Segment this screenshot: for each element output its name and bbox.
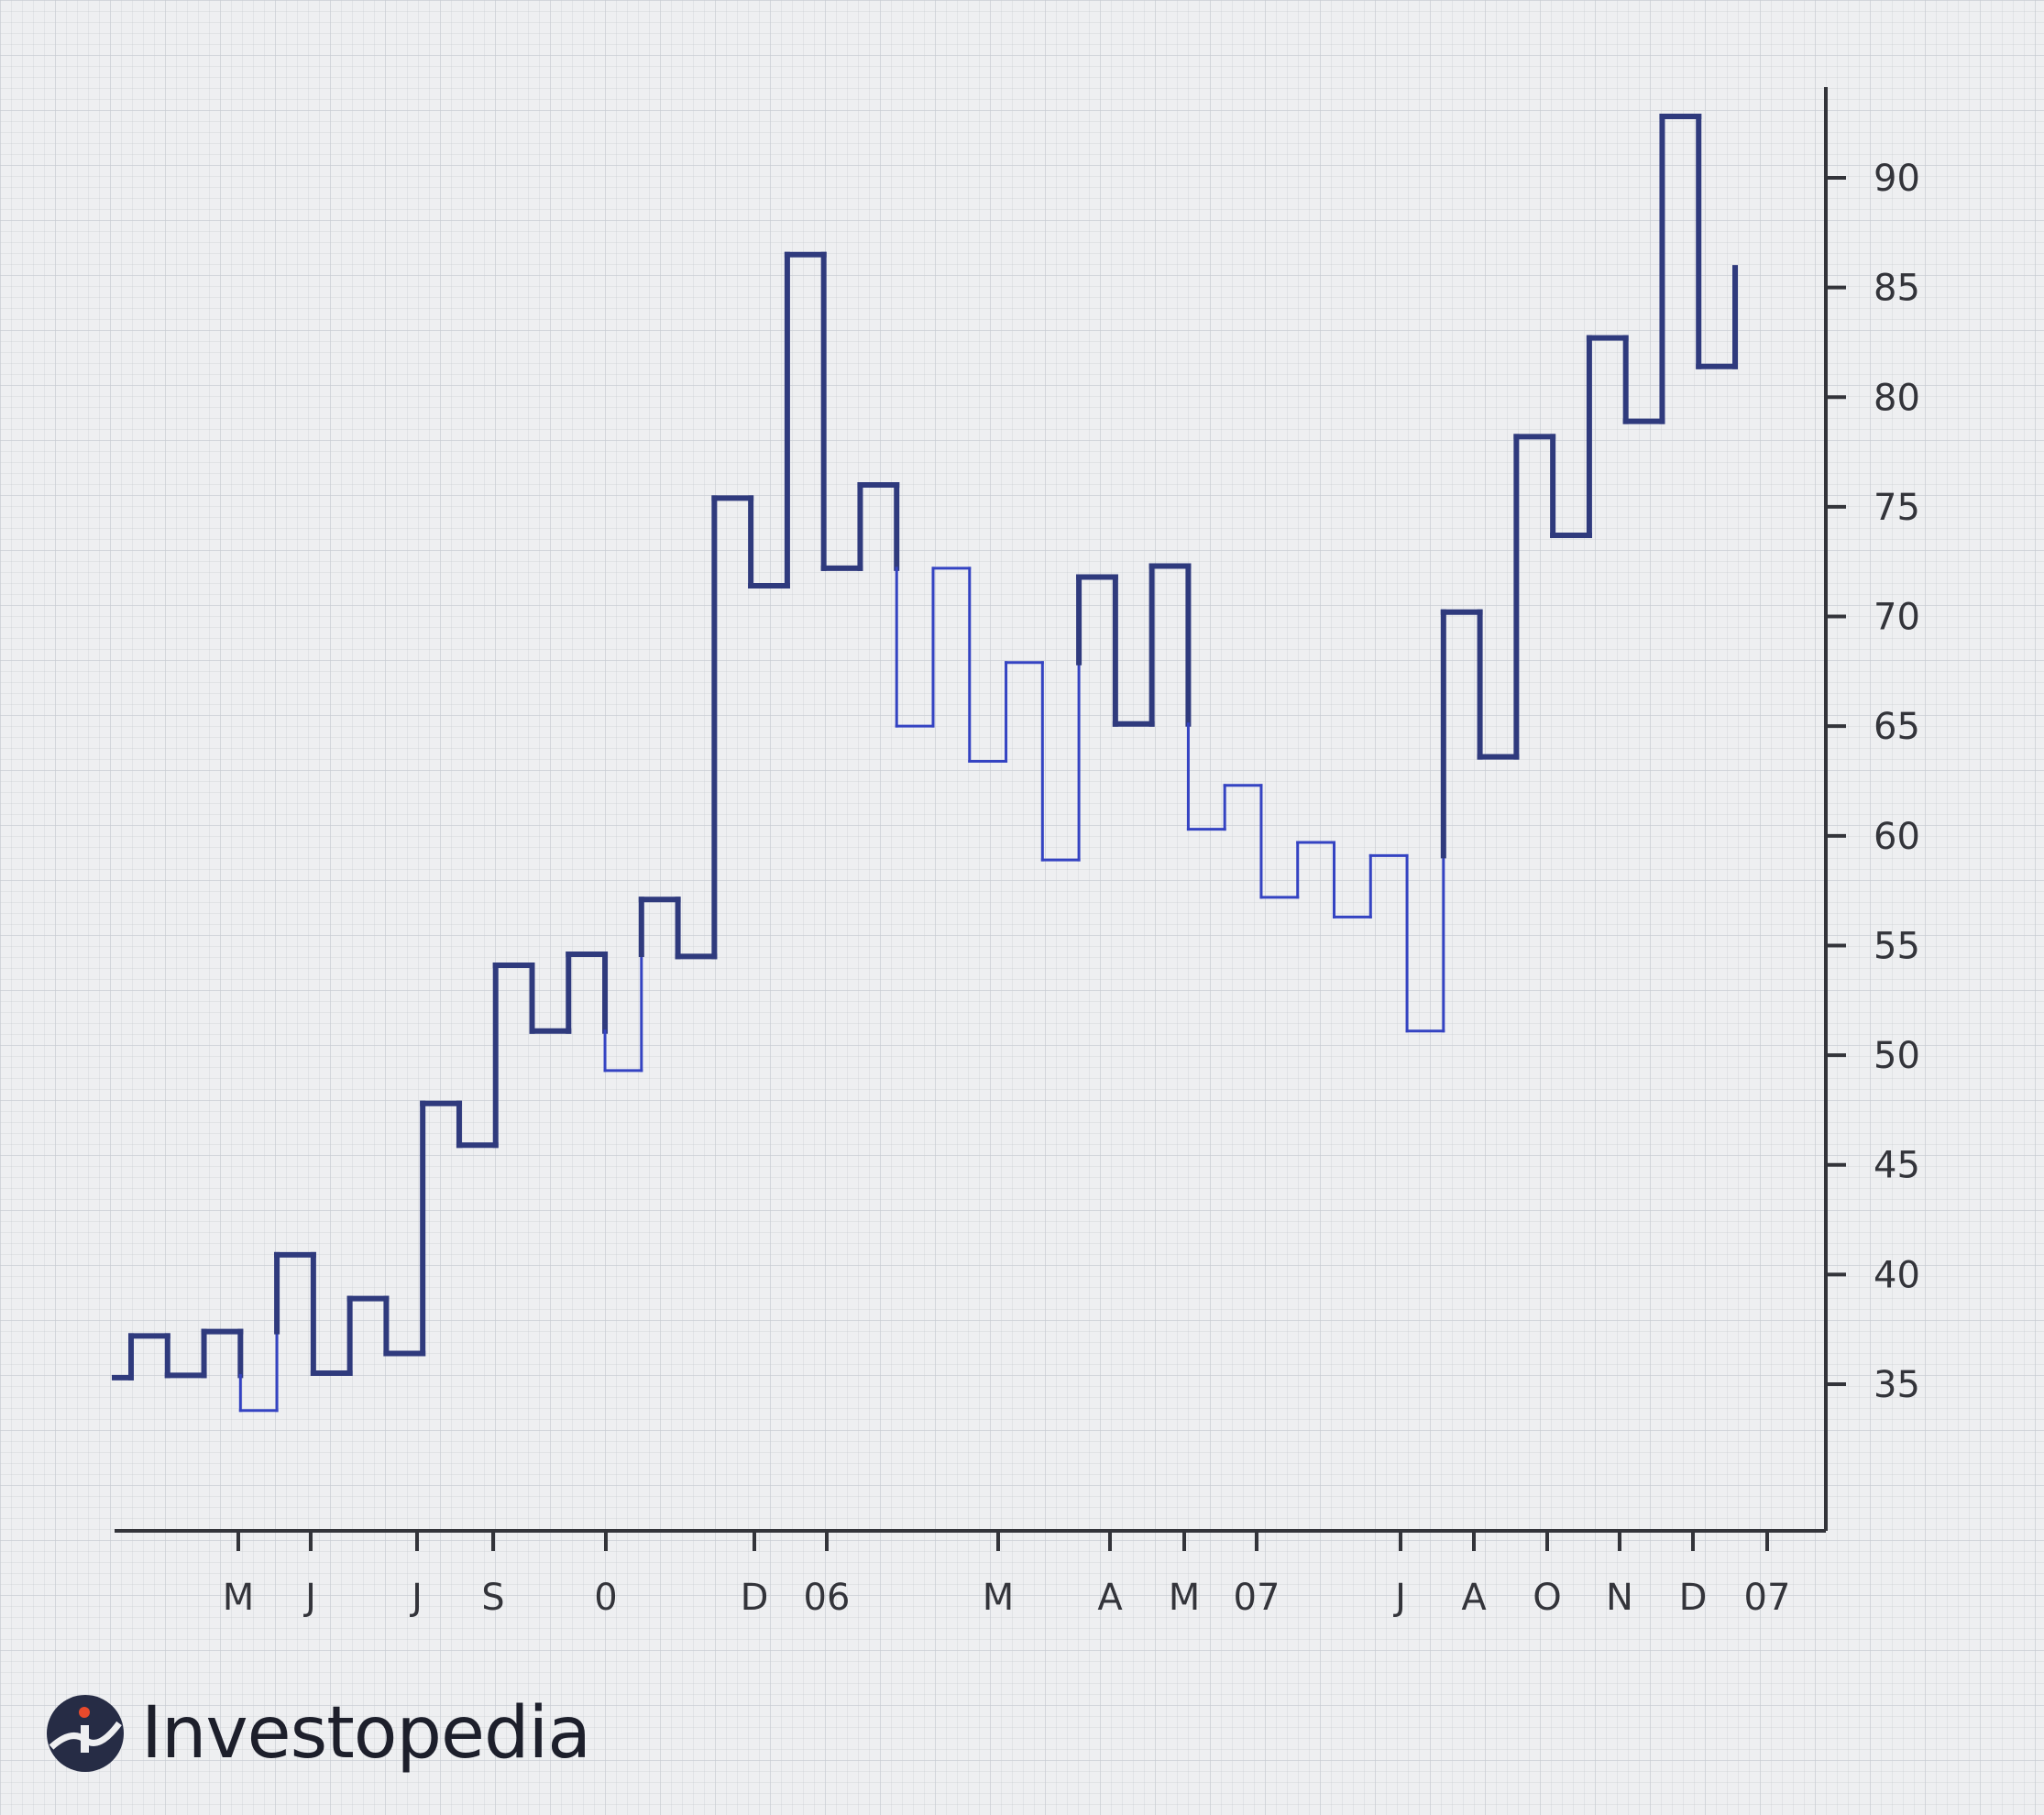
y-tick-label-65: 65 (1874, 706, 1920, 748)
x-tick-label-15: D (1679, 1577, 1708, 1619)
y-tick-label-45: 45 (1874, 1145, 1920, 1187)
x-tick-label-8: A (1097, 1577, 1123, 1619)
investopedia-logo: Investopedia (44, 1692, 591, 1775)
x-tick-label-14: N (1606, 1577, 1633, 1619)
y-tick-label-50: 50 (1874, 1035, 1920, 1077)
y-tick-label-90: 90 (1874, 158, 1920, 200)
x-tick-label-13: O (1533, 1577, 1561, 1619)
y-tick-label-85: 85 (1874, 268, 1920, 310)
x-tick-label-3: S (481, 1577, 504, 1619)
x-tick-label-7: M (983, 1577, 1015, 1619)
x-tick-label-1: J (302, 1577, 316, 1619)
x-tick-label-6: 06 (804, 1577, 851, 1619)
x-tick-label-11: J (1392, 1577, 1406, 1619)
x-tick-label-16: 07 (1744, 1577, 1791, 1619)
x-tick-label-0: M (223, 1577, 255, 1619)
x-tick-label-5: D (741, 1577, 769, 1619)
chart-axes: 35 40 45 50 55 60 65 70 75 80 85 90 M J J S 0 D 06 M A M 07 J A O… (115, 87, 1920, 1619)
x-tick-label-4: 0 (594, 1577, 617, 1619)
kagi-lines (112, 114, 1738, 1413)
y-tick-label-55: 55 (1874, 925, 1920, 967)
y-tick-label-40: 40 (1874, 1254, 1920, 1296)
x-tick-label-12: A (1461, 1577, 1487, 1619)
y-tick-label-80: 80 (1874, 377, 1920, 419)
y-tick-label-35: 35 (1874, 1364, 1920, 1406)
brand-name: Investopedia (141, 1692, 591, 1775)
x-tick-label-10: 07 (1234, 1577, 1280, 1619)
y-tick-label-75: 75 (1874, 487, 1920, 529)
investopedia-icon (47, 1695, 124, 1772)
y-tick-label-70: 70 (1874, 597, 1920, 639)
x-tick-label-2: J (409, 1577, 423, 1619)
x-tick-label-9: M (1169, 1577, 1201, 1619)
y-tick-label-60: 60 (1874, 816, 1920, 858)
